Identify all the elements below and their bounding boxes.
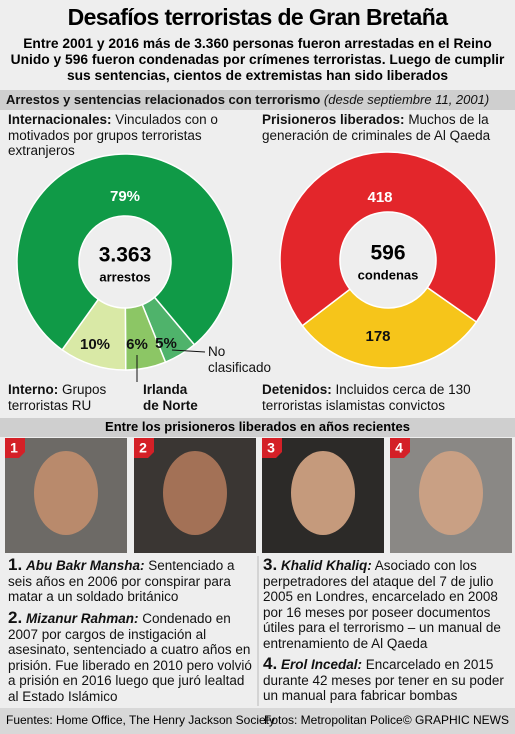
person-number: 4. [263,654,278,673]
person-name: Khalid Khaliq: [280,558,372,573]
photo-face [34,451,98,535]
person-number: 1. [8,555,23,574]
photo-face [291,451,355,535]
category-label: Prisioneros liberados: [262,112,405,127]
donut-slice [16,153,234,351]
annotation: Prisioneros liberados: Muchos de la gene… [262,112,510,143]
badge-number: 1 [10,440,18,456]
person-text: 1. Abu Bakr Mansha: Sentenciado a seis a… [8,555,253,605]
center-value: 3.363 [99,244,152,267]
photo-face [163,451,227,535]
person-name: Mizanur Rahman: [25,611,139,626]
section-bar [0,90,515,110]
annotation: Interno: Grupos terroristas RU [8,382,133,413]
person-number: 3. [263,555,278,574]
center-value: 596 [370,242,405,265]
person-text: 4. Erol Incedal: Encarcelado en 2015 dur… [263,654,508,704]
badge [262,438,282,458]
category-label: Interno: [8,382,59,397]
annotation: Detenidos: Incluidos cerca de 130 terror… [262,382,510,413]
person-text: 3. Khalid Khaliq: Asociado con los perpe… [263,555,508,651]
section-heading: Arrestos y sentencias relacionados con t… [6,92,511,108]
photo-face [419,451,483,535]
person-text: 2. Mizanur Rahman: Condenado en 2007 por… [8,608,253,704]
category-description: Incluidos cerca de 130 terroristas islam… [262,382,471,413]
section-title: Arrestos y sentencias relacionados con t… [6,92,321,107]
sources: Fuentes: Home Office, The Henry Jackson … [6,713,276,727]
badge-number: 2 [139,440,147,456]
badge [134,438,154,458]
person-name: Abu Bakr Mansha: [25,558,145,573]
badge-number: 4 [395,440,403,456]
badge [5,438,25,458]
center-label: arrestos [99,269,150,284]
value-label: 10% [80,336,110,353]
value-label: 6% [126,336,148,353]
value-label: 79% [110,188,140,205]
credit: © GRAPHIC NEWS [402,713,509,727]
donut-slice [301,286,478,369]
badge [390,438,410,458]
person-description: Sentenciado a seis años en 2006 por cons… [8,558,235,604]
annotation: Internacionales: Vinculados con o motiva… [8,112,248,159]
leader-line [171,349,206,353]
value-label: 5% [155,335,177,352]
photo-credit: Fotos: Metropolitan Police [264,713,403,727]
badge-number: 3 [267,440,275,456]
subtitle: Entre 2001 y 2016 más de 3.360 personas … [10,36,505,83]
donut-slice [279,151,497,327]
person-number: 2. [8,608,23,627]
category-label: Irlanda de Norte [143,382,198,413]
center-label: condenas [358,267,419,282]
person-name: Erol Incedal: [280,657,362,672]
section-title: Entre los prisioneros liberados en años … [105,419,410,434]
person-description: Asociado con los perpetradores del ataqu… [263,558,501,651]
person-description: Encarcelado en 2015 durante 42 meses por… [263,657,504,703]
category-label: Detenidos: [262,382,332,397]
section-bar [0,418,515,437]
person-description: Condenado en 2007 por cargos de instigac… [8,611,252,704]
footer-bar [0,708,515,734]
value-label: 178 [365,328,390,345]
section-note: (desde septiembre 11, 2001) [323,92,490,107]
title: Desafíos terroristas de Gran Bretaña [67,4,448,30]
category-label: Internacionales: [8,112,112,127]
category-description: Muchos de la generación de criminales de… [262,112,491,143]
category-label: No clasificado [208,344,272,375]
value-label: 418 [367,189,392,206]
category-description: Vinculados con o motivados por grupos te… [8,112,218,158]
category-description: Grupos terroristas RU [8,382,107,413]
